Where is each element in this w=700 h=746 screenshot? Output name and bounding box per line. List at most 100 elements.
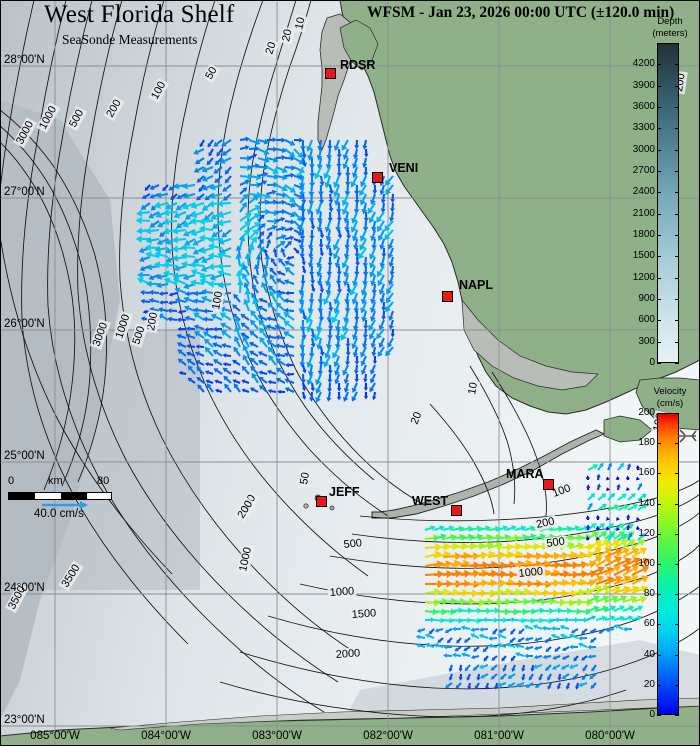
current-vector	[616, 483, 621, 491]
current-vector	[266, 199, 278, 205]
current-vector	[344, 301, 351, 313]
velocity-colorbar[interactable]: Velocity (cm/s) 0 20 40 60 80 100 120 140 160 180…	[638, 386, 700, 726]
tick-notch	[675, 64, 679, 66]
current-vector	[451, 525, 465, 532]
current-vector	[613, 539, 628, 549]
current-vector	[385, 346, 394, 357]
current-vector	[283, 312, 295, 321]
current-vector	[343, 382, 350, 393]
current-vector	[275, 199, 287, 205]
current-vector	[293, 211, 303, 222]
current-vector	[324, 220, 331, 233]
current-vector	[176, 333, 187, 339]
current-vector	[385, 301, 394, 313]
current-vector	[509, 637, 516, 644]
current-vector	[232, 304, 241, 312]
current-vector	[354, 184, 360, 196]
current-vector	[182, 229, 196, 237]
current-vector	[301, 193, 307, 205]
current-vector	[370, 229, 377, 242]
current-vector	[533, 654, 543, 660]
current-vector	[613, 531, 626, 540]
current-vector	[135, 216, 151, 225]
current-vector	[367, 202, 376, 215]
current-vector	[184, 315, 196, 322]
current-vector	[324, 346, 331, 359]
current-vector	[501, 655, 507, 662]
current-vector	[525, 682, 534, 688]
current-vector	[523, 624, 534, 630]
lon-tick-3: 082°00'W	[363, 730, 413, 742]
current-vector	[352, 166, 358, 179]
station-marker-west[interactable]	[451, 505, 462, 516]
current-vector	[534, 682, 543, 688]
current-vector	[354, 364, 359, 375]
station-label-jeff: JEFF	[329, 485, 360, 499]
current-vector	[284, 378, 295, 384]
current-vector	[514, 643, 525, 649]
contour-label-1: 20	[280, 28, 294, 42]
current-vector	[146, 280, 160, 288]
current-vector	[390, 328, 395, 338]
current-vector	[605, 476, 610, 481]
current-vector	[239, 145, 250, 151]
station-marker-mara[interactable]	[543, 479, 554, 490]
current-vector	[182, 273, 196, 281]
current-vector	[193, 166, 205, 173]
lat-tick-3: 25°00'N	[4, 450, 45, 462]
current-vector	[325, 283, 332, 296]
current-vector	[232, 370, 241, 375]
current-vector	[354, 265, 360, 277]
current-vector	[490, 664, 498, 671]
current-vector	[316, 265, 323, 278]
current-vector	[243, 298, 250, 312]
current-vector	[360, 292, 368, 305]
current-vector	[217, 269, 232, 277]
current-vector	[204, 362, 214, 367]
current-vector	[249, 387, 259, 393]
current-vector	[541, 625, 552, 631]
station-marker-jeff[interactable]	[316, 496, 327, 507]
current-vector	[325, 238, 332, 251]
station-marker-veni[interactable]	[372, 172, 383, 183]
current-vector	[306, 139, 313, 152]
current-vector	[259, 336, 268, 348]
current-vector	[232, 359, 241, 366]
current-vector	[464, 664, 471, 672]
current-vector	[221, 148, 232, 156]
current-vector	[434, 627, 444, 633]
current-vector	[275, 377, 286, 384]
current-vector	[371, 220, 377, 232]
depth-tick-11: 3300	[632, 122, 655, 134]
current-vector	[266, 334, 277, 340]
station-marker-napl[interactable]	[442, 291, 453, 302]
current-vector	[248, 153, 258, 159]
current-vector	[363, 392, 369, 400]
current-vector	[626, 487, 630, 491]
current-vector	[572, 673, 579, 680]
current-vector	[148, 211, 160, 219]
current-vector	[595, 514, 600, 521]
current-vector	[370, 193, 376, 205]
current-vector	[350, 220, 358, 233]
current-vector	[308, 211, 315, 223]
depth-colorbar[interactable]: Depth (meters) 0 300 600 900 1200 1500 1800 210…	[633, 16, 700, 372]
current-vector	[518, 628, 525, 635]
current-vector	[334, 373, 340, 385]
current-vector	[370, 364, 376, 375]
current-vector	[217, 219, 232, 227]
current-vector	[284, 193, 296, 203]
page-title: West Florida Shelf	[44, 1, 235, 28]
current-vector	[342, 148, 349, 160]
contour-label-24: 1000	[329, 585, 354, 599]
current-vector	[202, 316, 214, 322]
station-marker-rdsr[interactable]	[325, 68, 336, 79]
current-vector	[342, 319, 349, 332]
current-vector	[442, 617, 455, 624]
distance-scale-bar	[8, 492, 112, 500]
vel-tick-5: 100	[638, 558, 655, 569]
current-vector	[156, 282, 169, 289]
